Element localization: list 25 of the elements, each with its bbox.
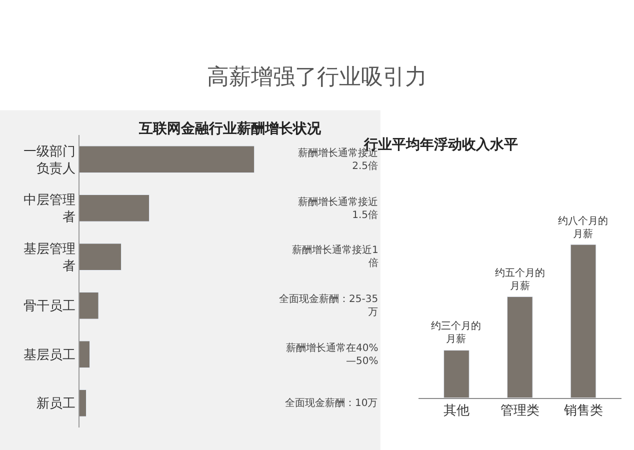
x-tick-label: 销售类 (562, 403, 603, 418)
bar (79, 292, 99, 320)
text: 薪酬增长通常接近 1.5倍 (298, 196, 378, 221)
x-tick-label: 其他 (443, 403, 470, 418)
text: 薪酬增长通常在40% —50% (286, 342, 378, 367)
text: 全面现金薪酬：10万 (285, 397, 378, 409)
annotation: 约三个月的月薪 (431, 320, 481, 345)
y-tick-label: 骨干员工 (24, 299, 76, 314)
bar (79, 194, 150, 222)
bar (79, 389, 86, 417)
y-tick-label: 新员工 (36, 396, 76, 412)
x-tick-label: 管理类 (500, 403, 540, 418)
text: 全面现金薪酬：25-35 万 (279, 293, 378, 318)
chart-subtitle: 互联网金融行业薪酬增长状况 (138, 121, 322, 137)
bar (79, 146, 255, 174)
bar (79, 340, 90, 368)
y-tick-label: 基层员工 (24, 348, 76, 363)
annotation: 约五个月的月薪 (495, 267, 545, 292)
y-tick-label: 基层管理者 (24, 242, 76, 274)
text: 薪酬增长通常接近1 倍 (292, 244, 378, 269)
text: 约八个月的月薪 (558, 215, 608, 240)
text: 高薪增强了行业吸引力 (207, 65, 427, 90)
y-tick-label: 一级部门负责人 (24, 143, 76, 176)
y-tick-label: 中层管理者 (24, 193, 76, 226)
bar (79, 243, 122, 271)
